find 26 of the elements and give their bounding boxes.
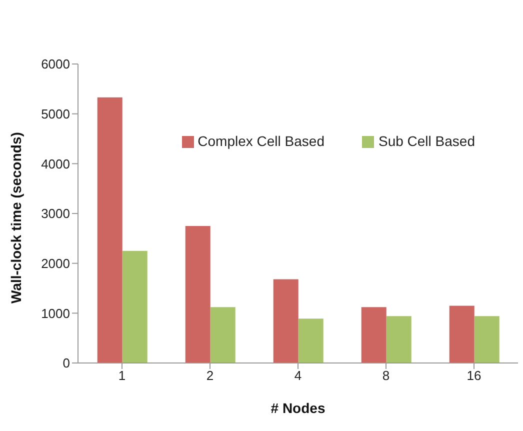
y-tick-label: 5000 <box>41 106 70 122</box>
bar <box>210 307 236 363</box>
bar <box>298 318 324 363</box>
y-tick-label: 3000 <box>41 206 70 222</box>
y-tick-label: 0 <box>62 356 70 371</box>
bar <box>449 306 474 363</box>
x-tick-label: 8 <box>382 368 390 384</box>
bar <box>185 226 210 363</box>
bar <box>122 250 148 363</box>
bar <box>97 97 122 363</box>
x-tick-label: 16 <box>466 368 482 384</box>
x-tick-label: 1 <box>118 368 126 384</box>
x-axis-title: # Nodes <box>270 400 326 416</box>
y-tick-label: 2000 <box>41 256 70 271</box>
legend-label: Complex Cell Based <box>198 133 324 149</box>
legend-label: Sub Cell Based <box>378 133 475 149</box>
x-tick-label: 2 <box>206 368 214 384</box>
y-axis-title: Wall-clock time (seconds) <box>8 132 24 304</box>
bar <box>386 316 412 363</box>
bar <box>273 279 298 363</box>
x-tick-label: 4 <box>294 368 302 384</box>
bar <box>361 307 386 363</box>
y-tick-label: 1000 <box>41 306 70 321</box>
y-tick-label: 6000 <box>41 56 70 72</box>
y-tick-label: 4000 <box>41 156 70 172</box>
bar <box>474 316 500 363</box>
